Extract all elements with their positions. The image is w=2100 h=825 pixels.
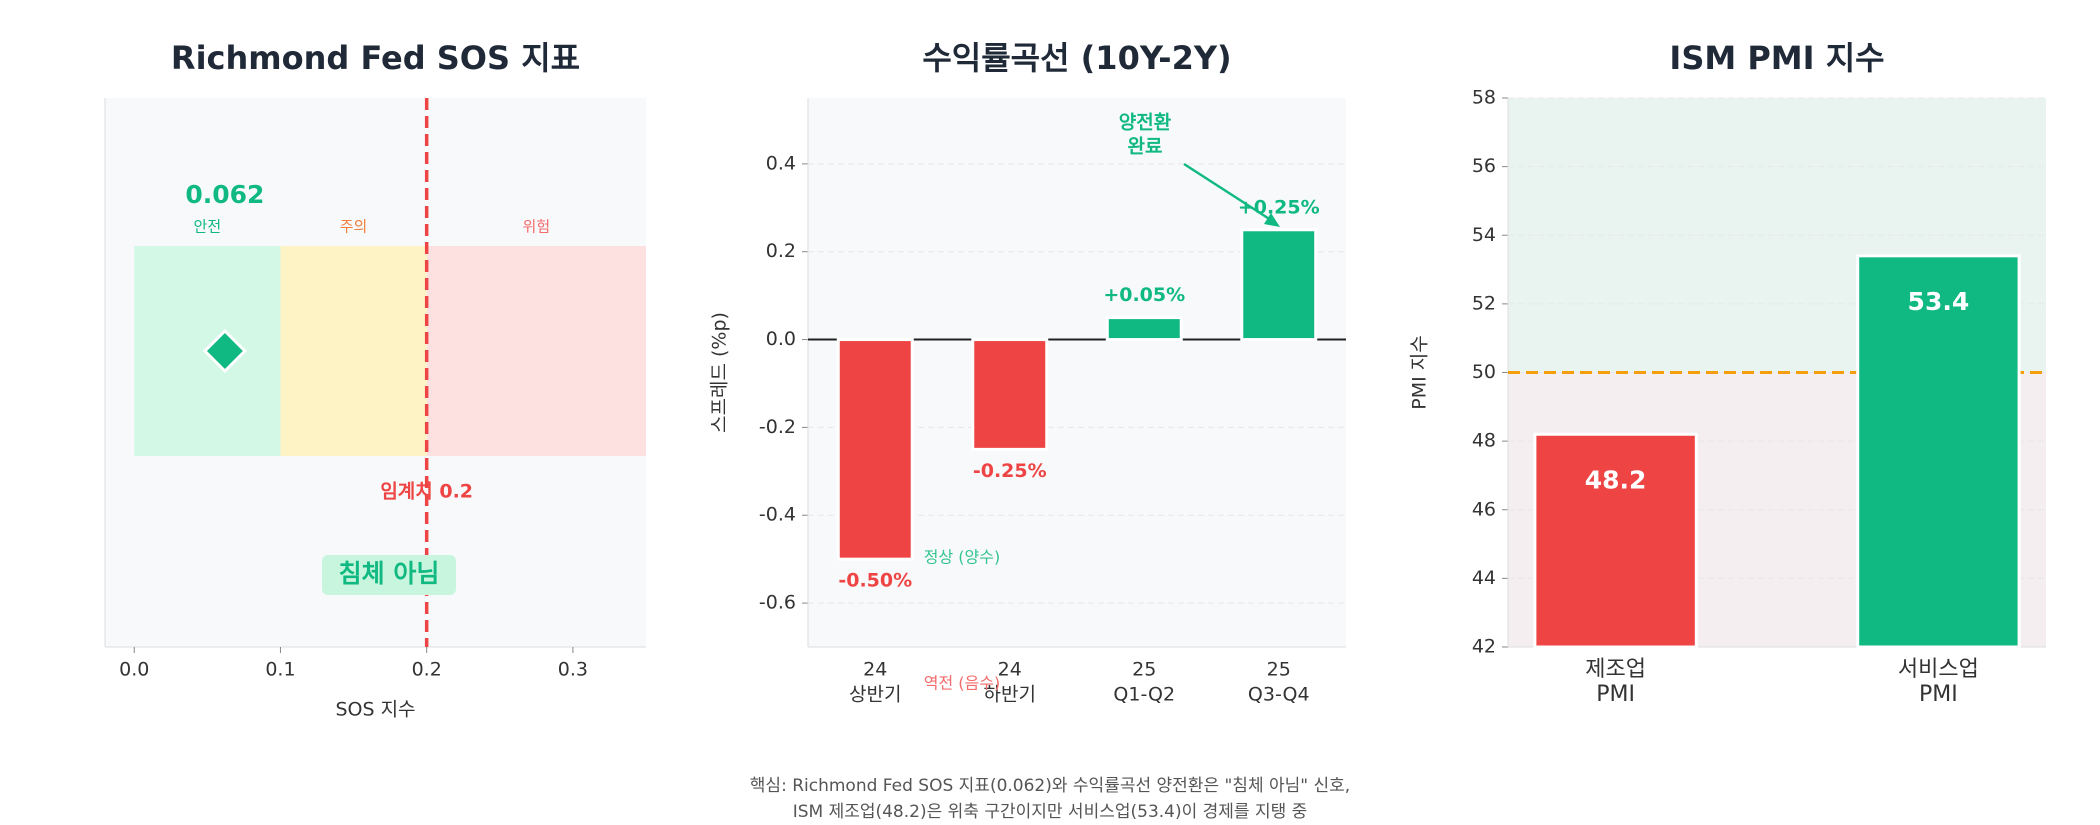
bar	[1856, 254, 2021, 649]
y-tick-label: -0.4	[759, 504, 796, 526]
x-tick-label: 24	[863, 659, 887, 681]
x-tick-label: Q1-Q2	[1113, 684, 1175, 706]
x-tick-label: 24	[998, 659, 1022, 681]
y-tick-label: 42	[1472, 636, 1496, 658]
value-label: 48.2	[1585, 465, 1647, 494]
annotation-arrow	[1183, 162, 1275, 224]
arrow-head	[1264, 213, 1280, 227]
footnote: 핵심: Richmond Fed SOS 지표(0.062)와 수익률곡선 양전…	[750, 776, 1350, 796]
x-tick-label: 하반기	[984, 684, 1036, 706]
y-tick-label: -0.6	[759, 592, 796, 614]
y-axis-label: PMI 지수	[1409, 335, 1431, 409]
x-tick-label: 서비스업	[1898, 657, 1979, 682]
y-tick-label: 50	[1472, 361, 1496, 383]
zone	[426, 246, 646, 456]
value-marker	[202, 328, 248, 374]
y-axis-label: 스프레드 (%p)	[709, 312, 731, 433]
x-tick-label: 0.1	[265, 659, 295, 681]
x-tick-label: 제조업	[1585, 657, 1646, 682]
x-tick-label: 0.0	[119, 659, 149, 681]
y-tick-label: 58	[1472, 87, 1496, 109]
x-axis-label: SOS 지수	[335, 699, 415, 721]
zone-label: 주의	[340, 218, 368, 236]
value-label: 0.062	[185, 180, 264, 209]
annotation: 완료	[1128, 136, 1163, 158]
value-label: 53.4	[1908, 287, 1970, 316]
chart-title: Richmond Fed SOS 지표	[171, 39, 580, 77]
y-tick-label: 46	[1472, 498, 1496, 520]
y-tick-label: 52	[1472, 292, 1496, 314]
x-tick-label: 0.2	[412, 659, 442, 681]
zone-label: 안전	[194, 218, 222, 236]
y-tick-label: 0.2	[766, 240, 796, 262]
chart-title: ISM PMI 지수	[1669, 39, 1884, 77]
value-label: +0.05%	[1103, 284, 1185, 306]
y-tick-label: -0.2	[759, 416, 796, 438]
bar	[836, 338, 914, 561]
y-tick-label: 54	[1472, 224, 1496, 246]
region-label: 역전 (음수)	[924, 674, 1000, 693]
zone	[280, 246, 427, 456]
region-label: 정상 (양수)	[924, 548, 1000, 567]
annotation: 양전환	[1119, 112, 1172, 134]
x-tick-label: Q3-Q4	[1248, 684, 1310, 706]
value-label: -0.25%	[973, 460, 1047, 482]
value-label: -0.50%	[838, 570, 912, 592]
bar	[971, 338, 1049, 451]
chart-title: 수익률곡선 (10Y-2Y)	[922, 39, 1231, 77]
status-label: 침체 아님	[339, 559, 440, 588]
threshold-label: 임계치 0.2	[380, 481, 473, 503]
x-tick-label: 25	[1132, 659, 1156, 681]
x-tick-label: 25	[1267, 659, 1291, 681]
y-tick-label: 56	[1472, 155, 1496, 177]
status-box	[322, 555, 456, 595]
bar	[1105, 316, 1183, 342]
y-tick-label: 0.4	[766, 152, 796, 174]
footnote: ISM 제조업(48.2)은 위축 구간이지만 서비스업(53.4)이 경제를 …	[793, 802, 1308, 822]
x-tick-label: 상반기	[849, 684, 901, 706]
bar	[1240, 228, 1318, 342]
bar	[1533, 432, 1698, 649]
x-tick-label: PMI	[1596, 682, 1635, 707]
y-tick-label: 44	[1472, 567, 1496, 589]
x-tick-label: PMI	[1919, 682, 1958, 707]
y-tick-label: 48	[1472, 430, 1496, 452]
x-tick-label: 0.3	[558, 659, 588, 681]
zone-label: 위험	[523, 218, 551, 236]
y-tick-label: 0.0	[766, 328, 796, 350]
